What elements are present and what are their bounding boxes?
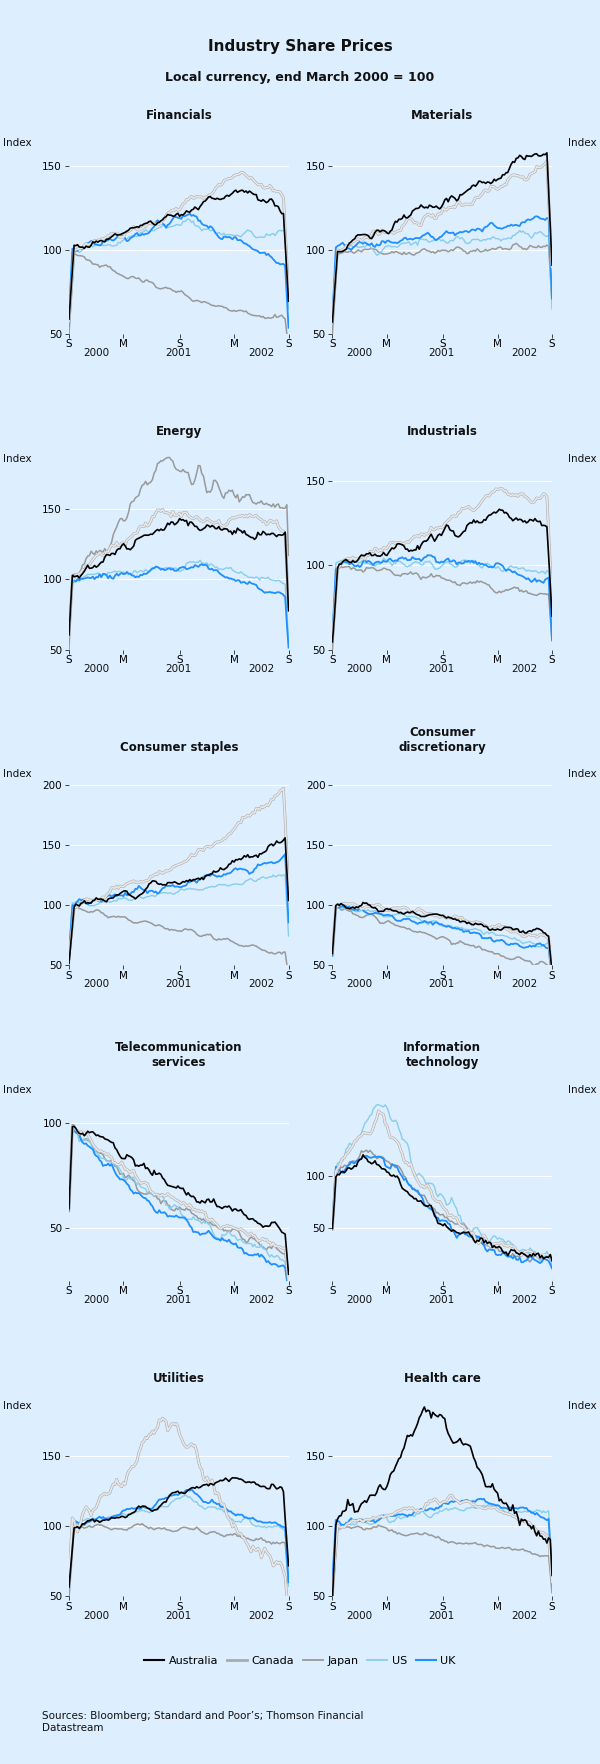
Title: Telecommunication
services: Telecommunication services [115,1041,242,1069]
Text: 2000: 2000 [83,1611,109,1621]
Text: 2001: 2001 [165,663,191,674]
Text: Index: Index [3,1085,32,1095]
Text: 2000: 2000 [347,663,373,674]
Text: Index: Index [3,769,32,780]
Text: 2002: 2002 [512,1611,538,1621]
Title: Financials: Financials [145,109,212,122]
Text: Index: Index [3,1401,32,1411]
Text: 2002: 2002 [248,1295,274,1305]
Text: Index: Index [3,138,32,148]
Text: 2001: 2001 [165,1295,191,1305]
Text: Index: Index [568,1085,597,1095]
Text: Local currency, end March 2000 = 100: Local currency, end March 2000 = 100 [166,71,434,83]
Text: 2000: 2000 [83,1295,109,1305]
Text: 2002: 2002 [512,663,538,674]
Text: 2002: 2002 [512,979,538,990]
Title: Information
technology: Information technology [403,1041,481,1069]
Title: Industrials: Industrials [407,425,478,437]
Text: 2001: 2001 [165,1611,191,1621]
Text: 2001: 2001 [428,663,455,674]
Text: 2002: 2002 [512,348,538,358]
Text: 2001: 2001 [428,979,455,990]
Text: Sources: Bloomberg; Standard and Poor’s; Thomson Financial
Datastream: Sources: Bloomberg; Standard and Poor’s;… [42,1711,364,1732]
Text: 2000: 2000 [347,348,373,358]
Title: Consumer staples: Consumer staples [119,741,238,753]
Text: 2002: 2002 [248,348,274,358]
Text: 2001: 2001 [428,1295,455,1305]
Text: 2002: 2002 [248,1611,274,1621]
Text: 2000: 2000 [83,979,109,990]
Title: Materials: Materials [411,109,473,122]
Text: 2000: 2000 [347,1611,373,1621]
Text: 2000: 2000 [347,979,373,990]
Text: 2000: 2000 [83,663,109,674]
Text: Industry Share Prices: Industry Share Prices [208,39,392,55]
Text: 2001: 2001 [165,348,191,358]
Text: 2002: 2002 [512,1295,538,1305]
Text: Index: Index [3,453,32,464]
Text: 2000: 2000 [347,1295,373,1305]
Text: Index: Index [568,769,597,780]
Text: 2002: 2002 [248,663,274,674]
Title: Utilities: Utilities [153,1372,205,1385]
Title: Health care: Health care [404,1372,481,1385]
Text: Index: Index [568,138,597,148]
Text: 2002: 2002 [248,979,274,990]
Text: 2000: 2000 [83,348,109,358]
Text: 2001: 2001 [428,1611,455,1621]
Legend: Australia, Canada, Japan, US, UK: Australia, Canada, Japan, US, UK [140,1651,460,1671]
Text: Index: Index [568,1401,597,1411]
Title: Consumer
discretionary: Consumer discretionary [398,725,486,753]
Text: 2001: 2001 [165,979,191,990]
Text: 2001: 2001 [428,348,455,358]
Text: Index: Index [568,453,597,464]
Title: Energy: Energy [155,425,202,437]
